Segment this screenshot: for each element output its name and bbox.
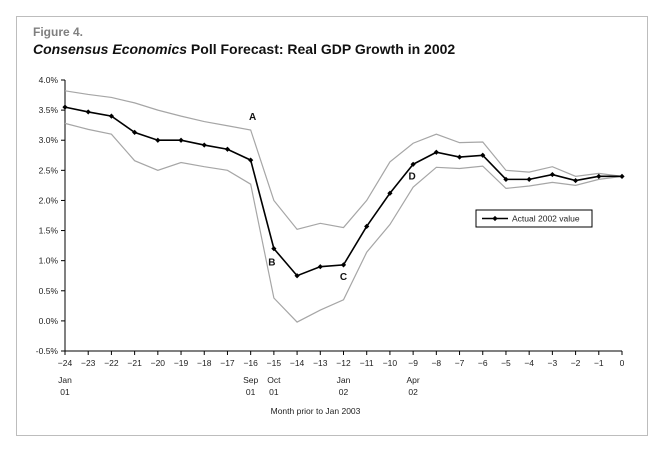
y-tick-label: 2.5% [39,165,59,175]
x-tick-label: −14 [290,358,305,368]
x-tick-label: −13 [313,358,328,368]
x-axis-title: Month prior to Jan 2003 [271,406,361,416]
data-point [549,171,555,178]
y-tick-label: 0.5% [39,286,59,296]
data-point [619,173,625,179]
x-tick-label: −4 [524,358,534,368]
date-label-month: Jan [337,375,351,385]
annotation-label: C [340,272,347,283]
x-tick-label: −12 [336,358,351,368]
x-tick-label: −2 [571,358,581,368]
series-line-upper-band [64,90,623,231]
x-tick-label: −9 [408,358,418,368]
date-label-year: 01 [246,387,256,397]
x-tick-label: −21 [127,358,142,368]
x-tick-label: −1 [594,358,604,368]
x-tick-label: −3 [548,358,558,368]
date-label-year: 01 [60,387,70,397]
legend-marker [492,215,498,222]
y-tick-label: 4.0% [39,75,59,85]
data-point [340,262,347,268]
date-label-month: Sep [243,375,258,385]
x-tick-label: −15 [267,358,282,368]
date-label-month: Jan [58,375,72,385]
y-tick-label: 3.5% [39,105,59,115]
legend-label: Actual 2002 value [512,214,580,224]
x-tick-label: −23 [81,358,96,368]
y-tick-label: -0.5% [36,346,59,356]
date-label-month: Oct [267,375,281,385]
data-point [526,176,532,182]
x-tick-label: −18 [197,358,212,368]
series-line-forecast [64,106,622,277]
figure-title-italic: Consensus Economics [33,41,188,57]
x-tick-label: −6 [478,358,488,368]
data-point [456,154,463,160]
data-point [596,173,602,179]
figure-label: Figure 4. [33,25,84,39]
legend: Actual 2002 value [475,209,593,228]
data-point [155,137,161,143]
annotation-label: B [268,258,275,269]
y-tick-label: 0.0% [39,316,59,326]
data-point [294,273,300,279]
data-point [62,104,68,110]
series-line-lower-band [64,122,623,323]
y-tick-label: 3.0% [39,135,59,145]
data-point [480,152,486,158]
data-point [433,149,439,155]
x-tick-label: −7 [455,358,465,368]
x-tick-label: −16 [243,358,258,368]
annotation-label: A [249,112,256,123]
data-point [271,246,277,252]
data-point [178,137,184,143]
x-tick-label: −22 [104,358,119,368]
y-tick-label: 1.0% [39,256,59,266]
figure-title: Consensus Economics Poll Forecast: Real … [33,41,455,57]
legend-box [475,209,593,228]
figure-title-rest: Poll Forecast: Real GDP Growth in 2002 [187,41,456,57]
date-label-year: 02 [408,387,418,397]
date-label-month: Apr [407,375,420,385]
data-point [410,161,416,167]
x-tick-label: −19 [174,358,189,368]
data-point [503,176,509,182]
data-point [317,264,323,270]
data-point [224,146,231,152]
data-point [85,109,91,115]
data-point [387,190,393,196]
data-point [132,129,138,135]
data-point [201,142,207,148]
y-tick-label: 2.0% [39,195,59,205]
x-tick-label: −24 [58,358,73,368]
x-tick-label: −11 [360,358,374,368]
x-tick-label: −5 [501,358,511,368]
x-tick-label: −8 [431,358,441,368]
x-tick-label: −10 [383,358,398,368]
data-point [572,177,579,184]
y-tick-label: 1.5% [39,226,59,236]
data-point [108,113,115,119]
data-point [364,223,370,229]
date-label-year: 02 [339,387,349,397]
x-tick-label: −20 [151,358,166,368]
x-tick-label: −17 [220,358,235,368]
data-point [248,157,254,163]
x-tick-label: 0 [620,358,625,368]
date-label-year: 01 [269,387,279,397]
annotation-label: D [409,171,416,182]
